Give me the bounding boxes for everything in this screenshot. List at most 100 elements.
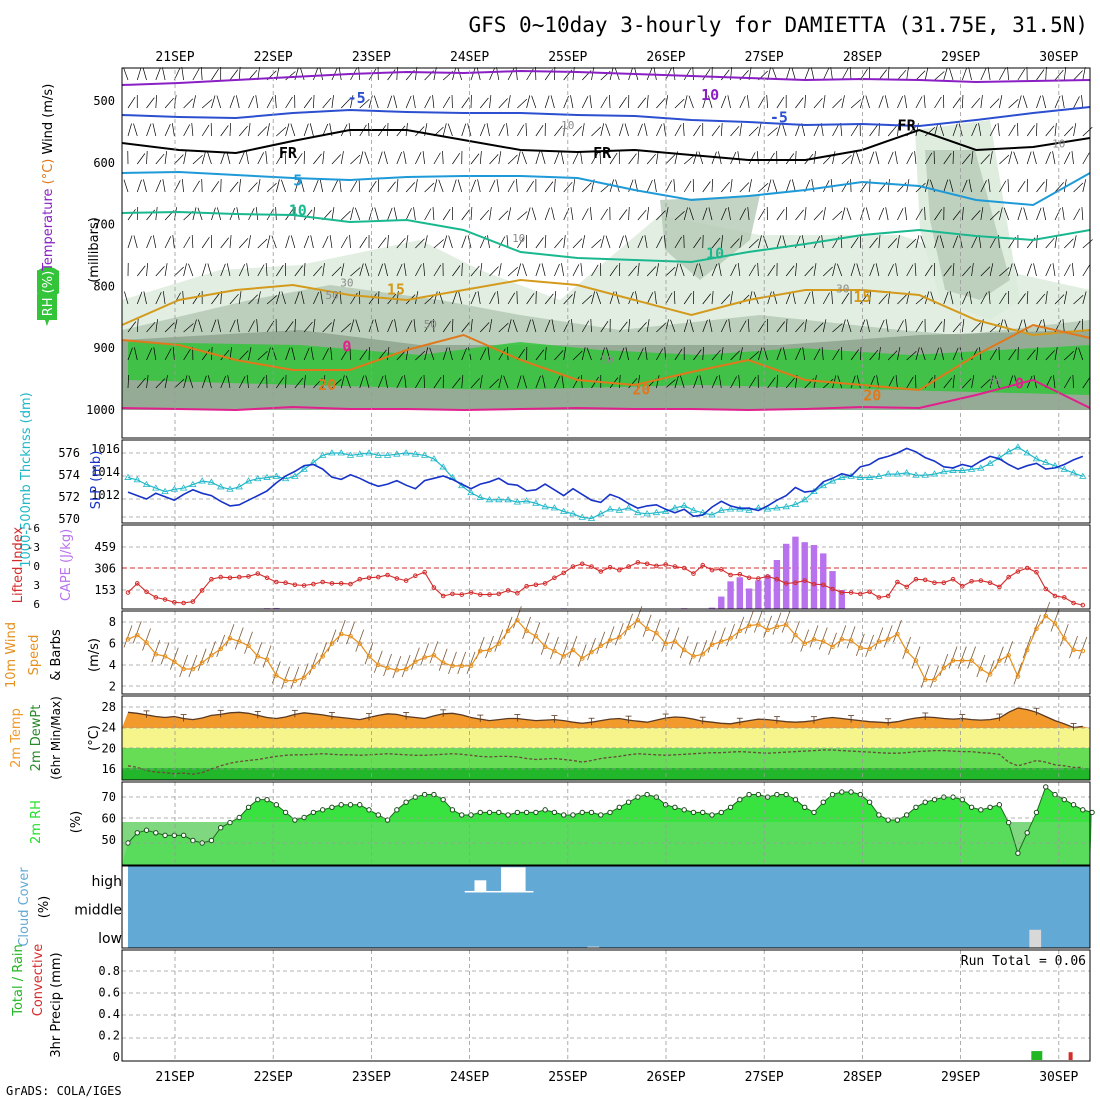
wind-barb <box>581 208 589 221</box>
precip-axis-label: 3hr Precip (mm) <box>49 952 64 1057</box>
wind-barb <box>554 125 563 137</box>
wind-barb <box>804 207 807 221</box>
lifted-index-marker <box>162 597 168 602</box>
wind-barb <box>201 375 207 389</box>
lifted-index-marker <box>413 573 418 579</box>
wind-barb <box>961 319 965 333</box>
rh-marker <box>560 812 567 818</box>
lifted-index-marker <box>607 565 613 570</box>
wind-barb <box>580 263 583 277</box>
wind-barb <box>188 375 194 389</box>
wind-barb <box>220 349 230 361</box>
lifted-index-marker <box>737 572 743 577</box>
rh-marker <box>820 799 826 805</box>
wind-barb <box>238 376 246 389</box>
wind-barb <box>1008 124 1016 137</box>
wind-barb <box>961 207 964 221</box>
wind-barb <box>155 153 165 165</box>
wind-barb <box>721 181 730 193</box>
wind-barb <box>285 235 290 249</box>
wind-barb <box>776 209 785 221</box>
rh-marker <box>421 791 428 798</box>
lifted-index-marker <box>264 575 270 581</box>
rh-marker <box>255 796 261 803</box>
wind-barb <box>1036 293 1046 305</box>
wind-barb <box>850 99 862 109</box>
wind-speed-marker <box>774 624 780 629</box>
wind-barb <box>127 235 133 249</box>
wind-barb <box>442 347 448 361</box>
thickness-tick-label: 572 <box>58 490 80 504</box>
wind-barb <box>785 179 791 193</box>
wind-barb <box>290 235 296 249</box>
cape-bar <box>755 580 762 609</box>
wind-speed-marker <box>848 638 854 643</box>
thickness-marker <box>532 499 540 506</box>
wind-barb <box>485 635 494 659</box>
wind-barb <box>512 606 522 629</box>
temp-tick-label: 24 <box>102 721 116 735</box>
wind-barb <box>971 236 978 249</box>
wind-barb <box>377 375 384 389</box>
wind-barb <box>869 237 878 249</box>
thickness-marker <box>652 508 661 516</box>
wind-barb <box>1008 263 1013 277</box>
wind-barb <box>618 123 624 137</box>
wind-barb <box>792 291 796 305</box>
wind-barb <box>1071 151 1074 165</box>
wind-barb <box>939 123 945 137</box>
wind-barb <box>971 97 981 109</box>
wind-barb <box>689 319 694 333</box>
lifted-index-marker <box>468 590 474 595</box>
wind-barb <box>600 208 608 221</box>
axis-label-part: Wind <box>41 118 56 159</box>
lifted-index-marker <box>144 589 149 595</box>
wind-barb <box>980 95 983 109</box>
rh-marker <box>143 827 150 833</box>
thickness-marker <box>254 474 262 482</box>
wind-barb <box>313 319 316 333</box>
wind-barb <box>952 97 961 109</box>
cloud-axis-label: (%) <box>37 896 52 919</box>
wind-barb <box>1072 374 1074 389</box>
lifted-index-marker <box>997 584 1002 590</box>
wind-barb <box>387 347 390 361</box>
wind-barb <box>151 640 161 663</box>
axis-label-part: (m/s) <box>41 84 56 118</box>
wind-barb <box>708 95 713 109</box>
wind-barb <box>989 210 1000 221</box>
wind-barb <box>183 263 187 277</box>
wind-barb <box>303 123 309 137</box>
dewpoint-line <box>127 749 1083 775</box>
wind-barb <box>739 96 746 109</box>
lifted-index-marker <box>922 577 928 583</box>
wind-barb <box>1013 151 1019 165</box>
wind-speed-marker <box>969 658 974 663</box>
wind-barb <box>265 263 268 277</box>
wind-barb <box>169 647 179 670</box>
lifted-index-marker <box>672 564 678 569</box>
wind-barb <box>155 378 166 389</box>
wind-barb <box>174 154 184 165</box>
wind-barb <box>656 151 659 165</box>
lifted-index-marker <box>431 585 437 590</box>
wind-barb <box>349 235 351 249</box>
isotherm-label: 10 <box>701 86 719 104</box>
rh-axis-label: 2m RH <box>29 800 44 844</box>
wind-barb <box>211 293 220 305</box>
date-tick-label: 30SEP <box>1039 50 1078 65</box>
isotherm-label: 20 <box>863 387 881 405</box>
wind-barb <box>679 263 685 277</box>
wind-barb <box>1063 376 1072 389</box>
rh-marker <box>681 807 687 813</box>
thickness-marker <box>801 496 809 503</box>
wind-barb <box>830 67 833 81</box>
wind-barb <box>423 263 425 277</box>
wind-barb <box>572 291 576 305</box>
wind-barb <box>229 95 235 109</box>
wind-barb <box>698 151 704 165</box>
isotherm-label: -5 <box>348 89 366 107</box>
